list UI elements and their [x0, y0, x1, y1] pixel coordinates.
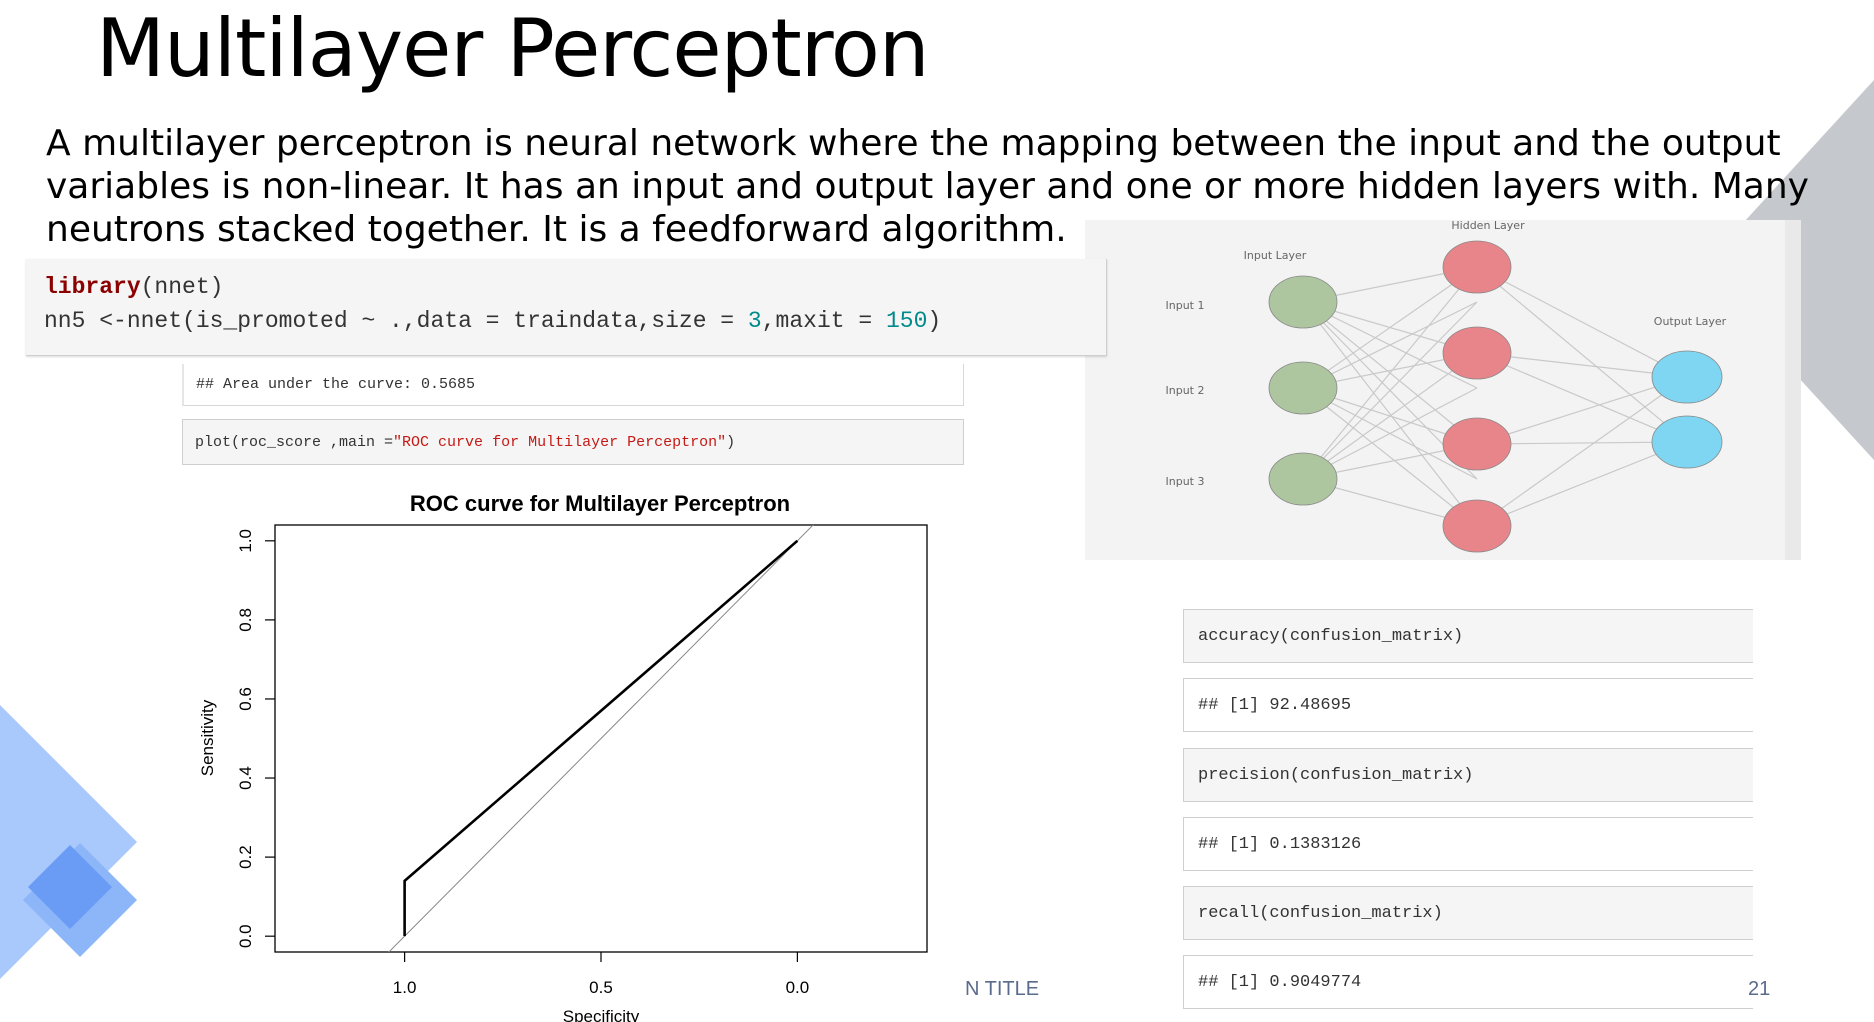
hidden-layer-label: Hidden Layer: [1451, 220, 1525, 232]
roc-curve: [403, 539, 799, 937]
metric-code-cell: recall(confusion_matrix): [1183, 886, 1753, 940]
output-node: [1651, 415, 1723, 469]
intro-line-3: neutrons stacked together. It is a feedf…: [46, 209, 1067, 250]
metric-text: precision(confusion_matrix): [1198, 765, 1474, 785]
code-line-1-rest: (nnet): [140, 274, 224, 300]
output-layer-label: Output Layer: [1654, 315, 1727, 328]
code-line-2-part-c: ): [927, 308, 942, 334]
auc-output-text: ## Area under the curve: 0.5685: [196, 376, 476, 393]
code-keyword-library: library: [44, 274, 141, 300]
input-2-label: Input 2: [1166, 384, 1205, 397]
hidden-node: [1442, 326, 1512, 380]
intro-line-2: variables is non-linear. It has an input…: [46, 166, 1809, 207]
metric-output-cell: ## [1] 0.9049774: [1183, 955, 1753, 1009]
y-tick-label: 0.6: [236, 687, 255, 711]
input-node: [1268, 361, 1338, 415]
reference-diagonal: [388, 525, 814, 952]
chart-title: ROC curve for Multilayer Perceptron: [410, 491, 790, 516]
x-tick-label: 1.0: [393, 978, 417, 997]
network-edge: [1476, 376, 1688, 445]
input-layer-label: Input Layer: [1244, 249, 1307, 262]
network-edge: [1302, 301, 1478, 480]
metric-text: ## [1] 92.48695: [1198, 695, 1352, 715]
y-tick-label: 0.8: [236, 608, 255, 632]
metric-output-cell: ## [1] 0.1383126: [1183, 817, 1753, 871]
code-line-2: nn5 <-nnet(is_promoted ~ .,data = traind…: [44, 308, 941, 334]
plot-call-part-a: plot(roc_score ,main =: [195, 433, 394, 451]
code-size-value: 3: [747, 308, 762, 334]
metric-text: accuracy(confusion_matrix): [1198, 626, 1464, 646]
hidden-node: [1442, 240, 1512, 294]
code-line-2-part-a: nn5 <-nnet(is_promoted ~ .,data = traind…: [44, 308, 748, 334]
network-edge: [1476, 352, 1688, 443]
y-tick-label: 0.2: [236, 845, 255, 869]
plot-call-string: "ROC curve for Multilayer Perceptron": [393, 433, 727, 451]
metric-code-cell: precision(confusion_matrix): [1183, 748, 1753, 802]
x-tick-label: 0.0: [786, 978, 810, 997]
network-edge: [1302, 387, 1478, 527]
code-line-1: library(nnet): [44, 274, 223, 300]
output-node: [1651, 350, 1723, 404]
y-tick-label: 0.0: [236, 924, 255, 948]
hidden-node: [1442, 417, 1512, 471]
network-edge: [1302, 301, 1478, 389]
intro-paragraph: A multilayer perceptron is neural networ…: [46, 122, 1809, 251]
y-axis-label: Sensitivity: [198, 699, 217, 776]
input-3-label: Input 3: [1166, 475, 1205, 488]
footer-title: N TITLE: [965, 978, 1040, 1000]
intro-line-1: A multilayer perceptron is neural networ…: [46, 123, 1781, 164]
network-edge: [1302, 266, 1478, 389]
metric-text: ## [1] 0.1383126: [1198, 834, 1362, 854]
x-tick-label: 0.5: [589, 978, 613, 997]
code-maxit-value: 150: [885, 308, 928, 334]
input-1-label: Input 1: [1166, 299, 1205, 312]
roc-chart: ROC curve for Multilayer Perceptron 1.0 0…: [198, 491, 928, 1022]
hidden-node: [1442, 499, 1512, 553]
code-line-2-part-b: ,maxit =: [761, 308, 886, 334]
input-node: [1268, 452, 1338, 506]
metric-text: ## [1] 0.9049774: [1198, 972, 1362, 992]
network-edge: [1302, 387, 1478, 480]
deco-blue-diamond-mid: [28, 845, 112, 929]
network-edge: [1476, 266, 1688, 443]
plot-call-part-b: ): [726, 433, 736, 451]
y-tick-label: 1.0: [236, 529, 255, 553]
metric-output-cell: ## [1] 92.48695: [1183, 678, 1753, 732]
network-diagram-svg: Input Layer Hidden Layer Output Layer In…: [1166, 219, 1801, 560]
network-diagram: Input Layer Hidden Layer Output Layer In…: [1085, 219, 1801, 560]
code-block-nnet: library(nnet) nn5 <-nnet(is_promoted ~ .…: [26, 259, 1107, 356]
x-axis-label: Specificity: [563, 1007, 640, 1022]
network-edge: [1476, 441, 1688, 527]
page-number: 21: [1748, 978, 1771, 1000]
slide-title: Multilayer Perceptron: [96, 2, 930, 95]
input-node: [1268, 275, 1338, 329]
network-edge: [1476, 266, 1688, 378]
auc-output: ## Area under the curve: 0.5685: [182, 364, 964, 406]
network-edge: [1302, 266, 1478, 480]
network-edge: [1302, 301, 1478, 527]
metric-code-cell: accuracy(confusion_matrix): [1183, 609, 1753, 663]
y-tick-label: 0.4: [236, 766, 255, 790]
network-edge: [1476, 376, 1688, 527]
metric-text: recall(confusion_matrix): [1198, 903, 1443, 923]
plot-call-code: plot(roc_score ,main = "ROC curve for Mul…: [182, 419, 964, 465]
